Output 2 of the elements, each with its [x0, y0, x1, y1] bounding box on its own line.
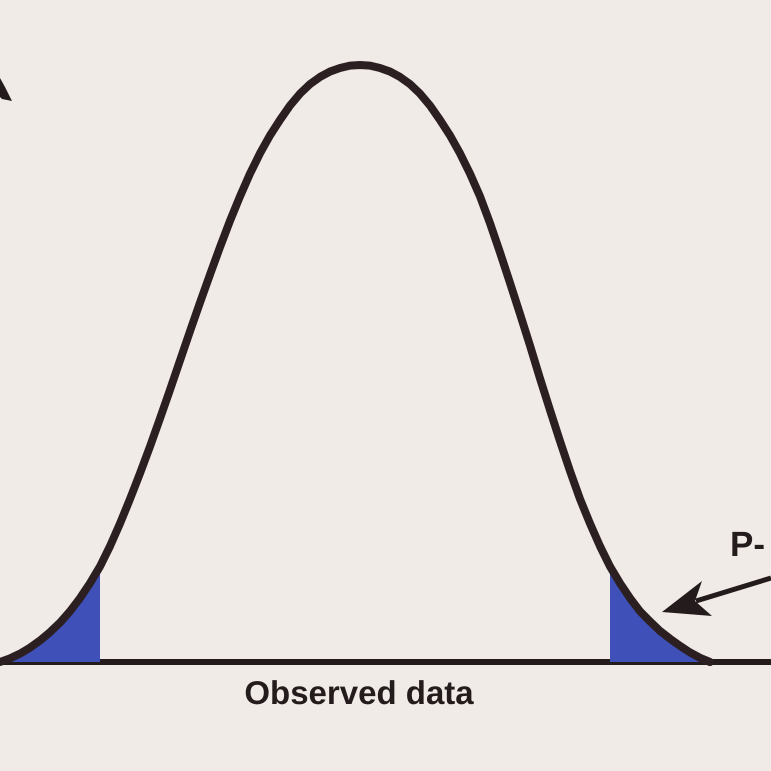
annotation: P-	[730, 525, 765, 564]
x-axis-title: Observed data	[244, 674, 474, 711]
